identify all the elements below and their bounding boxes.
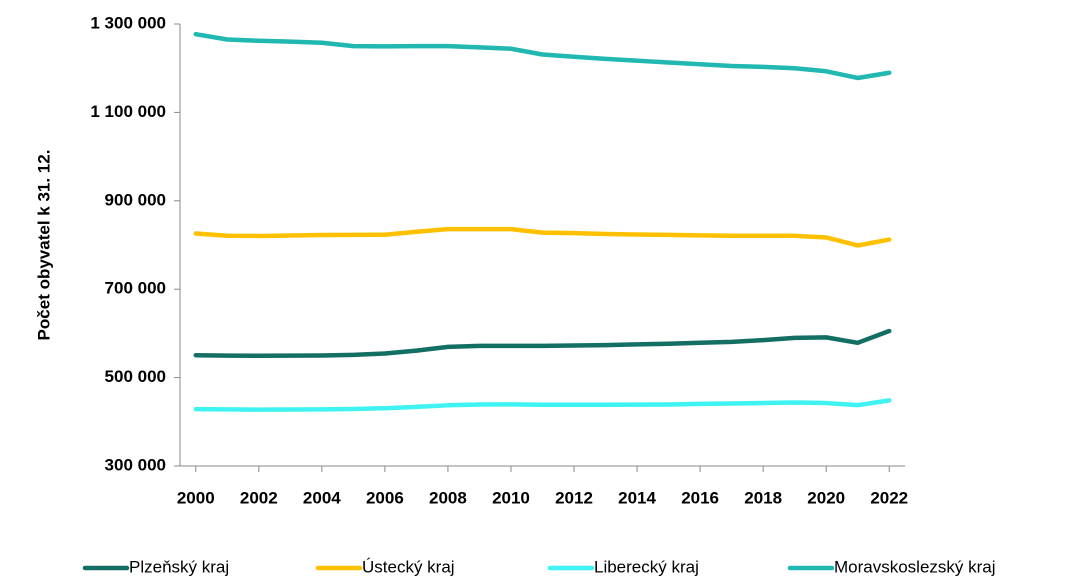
x-tick-label: 2022 [870,488,908,507]
x-tick-label: 2012 [555,488,593,507]
y-tick-label: 700 000 [105,279,166,298]
x-tick-label: 2016 [681,488,719,507]
x-tick-label: 2014 [618,488,656,507]
x-tick-label: 2018 [744,488,782,507]
y-tick-label: 500 000 [105,367,166,386]
y-tick-label: 1 300 000 [90,13,166,32]
x-tick-label: 2002 [240,488,278,507]
x-tick-label: 2008 [429,488,467,507]
x-tick-label: 2006 [366,488,404,507]
legend-label: Plzeňský kraj [129,557,229,576]
x-tick-label: 2010 [492,488,530,507]
y-axis-label: Počet obyvatel k 31. 12. [34,150,53,341]
x-tick-label: 2004 [303,488,341,507]
legend-label: Moravskoslezský kraj [834,557,996,576]
y-tick-label: 900 000 [105,190,166,209]
series-line [193,328,892,359]
series-line [193,398,892,412]
series-line [193,31,892,81]
y-tick-label: 1 100 000 [90,102,166,121]
x-tick-label: 2000 [177,488,215,507]
legend-label: Ústecký kraj [362,557,455,576]
y-tick-label: 300 000 [105,455,166,474]
series-line [193,226,892,248]
legend-label: Liberecký kraj [594,557,699,576]
x-tick-label: 2020 [807,488,845,507]
